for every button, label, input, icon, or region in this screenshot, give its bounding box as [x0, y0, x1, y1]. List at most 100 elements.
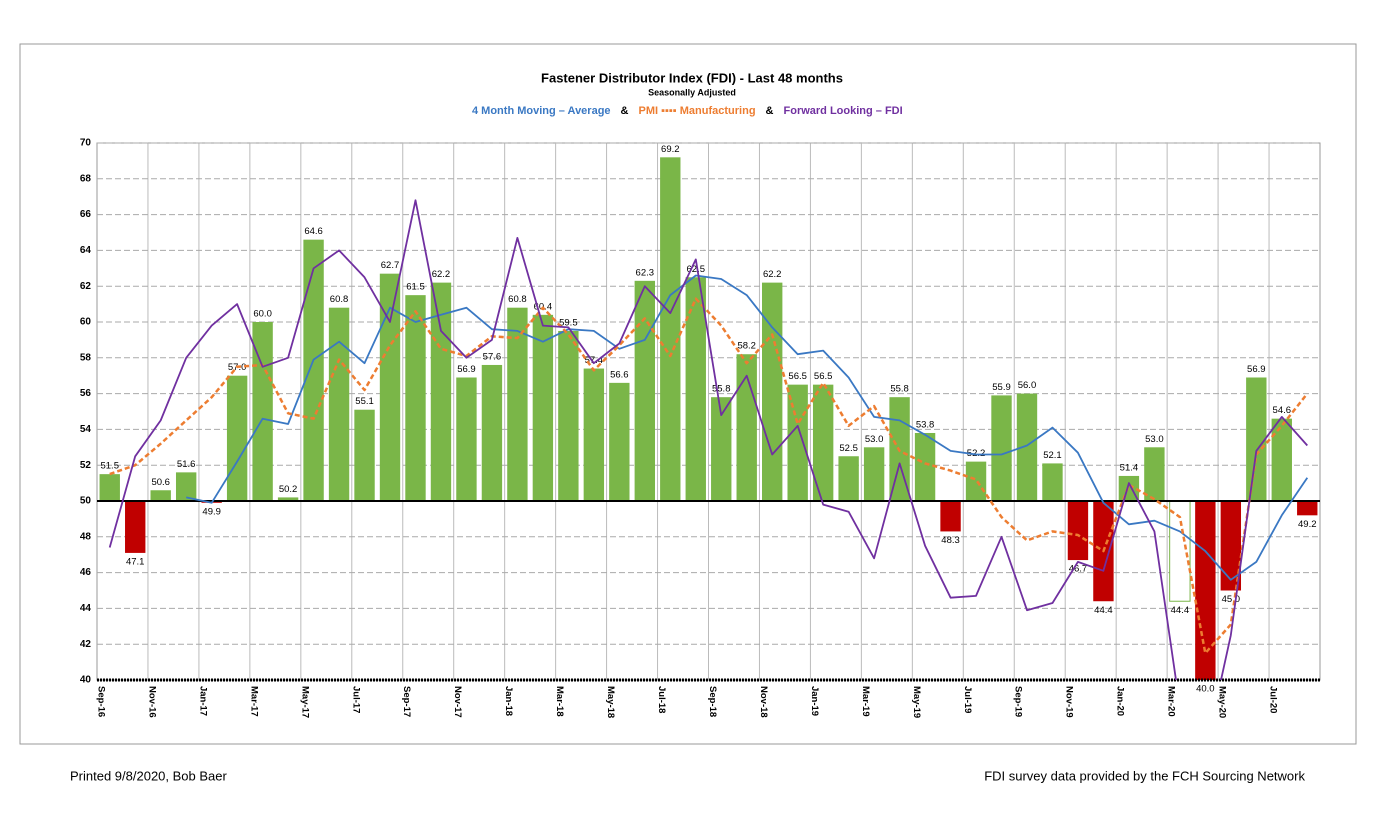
y-tick-label: 70 [80, 138, 92, 149]
bar [354, 409, 375, 501]
x-tick-label: Jan-17 [197, 686, 208, 716]
bar [99, 474, 120, 501]
data-label: 47.1 [126, 556, 145, 567]
x-tick-label: May-19 [911, 686, 922, 718]
data-label: 57.4 [585, 355, 604, 366]
data-label: 64.6 [304, 226, 323, 237]
x-tick-label: Nov-16 [146, 686, 157, 718]
data-label: 62.5 [687, 264, 706, 275]
bar [456, 377, 477, 501]
data-label: 51.6 [177, 459, 196, 470]
data-label: 53.8 [916, 419, 935, 430]
y-tick-label: 64 [80, 245, 92, 256]
bar [965, 461, 987, 501]
bar [1271, 418, 1292, 501]
bar [1246, 377, 1267, 501]
bar [226, 375, 248, 501]
bar [532, 314, 554, 501]
x-tick-label: Jul-19 [962, 686, 973, 713]
data-label: 56.9 [1247, 364, 1266, 375]
bar [583, 368, 605, 501]
data-label: 50.2 [279, 484, 298, 495]
bar [379, 273, 401, 501]
x-tick-label: Mar-18 [554, 686, 565, 717]
chart-subtitle: Seasonally Adjusted [648, 87, 736, 97]
data-label: 55.8 [890, 384, 909, 395]
bar [175, 472, 197, 501]
bar [1067, 501, 1089, 561]
data-label: 49.9 [202, 506, 221, 517]
y-tick-label: 52 [80, 460, 92, 471]
data-label: 55.1 [355, 396, 374, 407]
bar [991, 395, 1012, 501]
data-label: 60.0 [253, 309, 272, 320]
bar [609, 382, 630, 501]
x-tick-label: Nov-19 [1064, 686, 1075, 718]
bar [405, 295, 426, 501]
data-label: 56.0 [1018, 380, 1037, 391]
x-tick-label: Mar-19 [860, 686, 871, 717]
x-tick-label: Sep-17 [401, 686, 412, 717]
legend-entry: 4 Month Moving – Average [472, 105, 611, 117]
y-tick-label: 58 [80, 352, 92, 363]
data-label: 55.9 [992, 382, 1011, 393]
y-tick-label: 68 [80, 173, 92, 184]
bar [1042, 463, 1063, 501]
x-tick-label: Jul-17 [350, 686, 361, 713]
x-tick-label: Nov-18 [758, 686, 769, 718]
data-label: 44.4 [1094, 605, 1113, 616]
legend-entry: PMI ▪▪▪▪ Manufacturing [639, 105, 756, 117]
legend-separator: & [766, 105, 774, 117]
x-tick-label: Sep-19 [1013, 686, 1024, 717]
data-label: 56.5 [788, 371, 807, 382]
x-tick-label: Sep-18 [707, 686, 718, 717]
bar [940, 501, 961, 532]
data-label: 62.3 [636, 267, 655, 278]
bar [1016, 393, 1038, 501]
y-tick-label: 42 [80, 639, 92, 650]
data-label: 60.8 [508, 294, 527, 305]
data-label: 57.6 [483, 351, 502, 362]
data-label: 61.5 [406, 282, 425, 293]
data-label: 40.0 [1196, 684, 1215, 695]
data-label: 58.2 [737, 341, 756, 352]
y-tick-label: 40 [80, 675, 92, 686]
data-label: 53.0 [865, 434, 884, 445]
data-label: 51.5 [100, 461, 119, 472]
data-label: 53.0 [1145, 434, 1164, 445]
data-label: 52.5 [839, 443, 858, 454]
data-label: 48.3 [941, 535, 960, 546]
data-label: 69.2 [661, 144, 680, 155]
data-label: 46.7 [1069, 564, 1088, 575]
bar [328, 307, 350, 501]
x-tick-label: Jan-19 [809, 686, 820, 716]
bar [481, 364, 503, 501]
x-tick-label: Jul-18 [656, 686, 667, 713]
y-tick-label: 62 [80, 281, 92, 292]
y-tick-label: 46 [80, 567, 92, 578]
data-label: 62.2 [763, 269, 782, 280]
bar [150, 490, 171, 501]
data-label: 51.4 [1120, 462, 1139, 473]
bar [914, 432, 936, 501]
legend-separator: & [621, 105, 629, 117]
data-label: 60.8 [330, 294, 349, 305]
data-label: 62.2 [432, 269, 451, 280]
x-tick-label: May-17 [299, 686, 310, 718]
data-label: 50.6 [151, 477, 170, 488]
bar [660, 157, 681, 501]
bar [762, 282, 783, 501]
data-label: 45.0 [1222, 594, 1241, 605]
x-tick-label: Jul-20 [1268, 686, 1279, 713]
bar [1144, 447, 1165, 501]
x-tick-label: May-20 [1217, 686, 1228, 718]
data-label: 56.9 [457, 364, 476, 375]
bar [303, 239, 324, 501]
bar [1297, 501, 1318, 516]
bar [252, 322, 273, 501]
legend: 4 Month Moving – Average & PMI ▪▪▪▪ Manufa… [472, 105, 903, 117]
bar [812, 384, 834, 501]
x-tick-label: May-18 [605, 686, 616, 718]
